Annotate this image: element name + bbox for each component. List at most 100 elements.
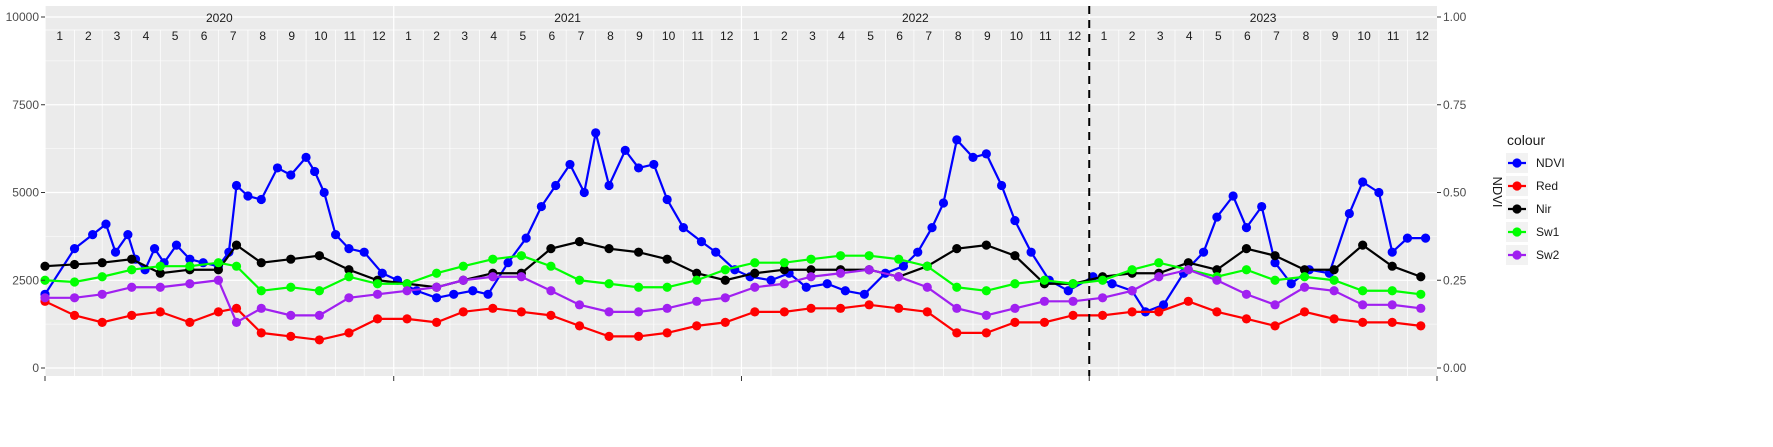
data-point <box>1329 286 1339 296</box>
data-point <box>231 261 242 271</box>
data-point <box>996 180 1007 191</box>
month-label: 12 <box>1068 29 1082 43</box>
legend-label: NDVI <box>1536 156 1565 170</box>
data-point <box>864 251 874 261</box>
data-point <box>662 282 672 292</box>
data-point <box>574 321 585 331</box>
data-point <box>155 261 165 271</box>
data-point <box>431 282 442 292</box>
data-point <box>231 303 242 313</box>
data-point <box>185 279 195 289</box>
data-point <box>431 268 442 278</box>
data-point <box>256 194 266 205</box>
y-right-tick-label: 0.75 <box>1443 98 1467 112</box>
data-point <box>402 314 412 324</box>
data-point <box>835 268 846 278</box>
legend-key-point <box>1512 158 1522 168</box>
data-point <box>1154 258 1164 268</box>
year-label: 2022 <box>902 11 929 25</box>
data-point <box>1039 296 1050 306</box>
month-label: 5 <box>519 29 526 43</box>
data-point <box>344 272 354 282</box>
data-point <box>1299 265 1310 275</box>
data-point <box>1212 212 1222 222</box>
data-point <box>458 261 468 271</box>
data-point <box>155 282 165 292</box>
data-point <box>301 152 311 162</box>
data-point <box>894 272 904 282</box>
legend-key-point <box>1512 204 1522 214</box>
legend-title: colour <box>1507 132 1545 148</box>
month-label: 1 <box>405 29 412 43</box>
data-point <box>913 247 923 257</box>
data-point <box>604 279 614 289</box>
data-point <box>1010 279 1020 289</box>
data-point <box>692 296 702 306</box>
data-point <box>952 303 962 313</box>
data-point <box>359 247 369 257</box>
month-label: 2 <box>1129 29 1136 43</box>
month-label: 6 <box>549 29 556 43</box>
data-point <box>692 275 702 285</box>
series-layer <box>40 128 1431 345</box>
month-label: 9 <box>288 29 295 43</box>
y-left-tick-label: 10000 <box>6 10 40 24</box>
month-label: 11 <box>1039 29 1052 43</box>
data-point <box>574 300 585 310</box>
data-point <box>806 303 816 313</box>
data-point <box>127 254 137 264</box>
data-point <box>952 282 962 292</box>
data-point <box>938 198 949 208</box>
data-point <box>1270 275 1280 285</box>
year-label: 2021 <box>554 11 581 25</box>
data-point <box>40 293 50 303</box>
data-point <box>1127 265 1137 275</box>
legend-item: Sw1 <box>1506 222 1560 242</box>
data-point <box>155 307 165 317</box>
data-point <box>243 191 253 201</box>
data-point <box>97 272 107 282</box>
month-label: 7 <box>1273 29 1280 43</box>
data-point <box>711 247 721 257</box>
data-point <box>468 286 478 296</box>
data-point <box>1387 317 1397 327</box>
data-point <box>69 244 80 254</box>
data-point <box>750 307 760 317</box>
data-point <box>546 310 556 320</box>
data-point <box>256 286 266 296</box>
data-point <box>344 244 354 254</box>
data-point <box>1299 272 1310 282</box>
data-point <box>88 230 98 240</box>
data-point <box>1107 279 1117 289</box>
data-point <box>516 251 526 261</box>
data-point <box>127 282 137 292</box>
month-label: 7 <box>925 29 932 43</box>
data-point <box>720 265 730 275</box>
data-point <box>801 282 811 292</box>
data-point <box>344 265 354 275</box>
data-point <box>344 293 354 303</box>
data-point <box>310 166 320 177</box>
data-point <box>1228 191 1238 201</box>
data-point <box>1068 310 1078 320</box>
data-point <box>822 279 832 289</box>
data-point <box>1063 286 1073 296</box>
x-axis-bottom <box>44 376 1438 381</box>
data-point <box>40 261 50 271</box>
series-red <box>40 296 1426 345</box>
data-point <box>750 282 760 292</box>
data-point <box>1416 289 1426 299</box>
data-point <box>662 328 672 338</box>
data-point <box>1097 310 1108 320</box>
data-point <box>1212 275 1222 285</box>
month-label: 7 <box>578 29 585 43</box>
data-point <box>604 244 614 254</box>
legend-key-point <box>1512 250 1522 260</box>
legend-key-point <box>1512 227 1522 237</box>
y-right-tick-label: 0.00 <box>1443 361 1467 375</box>
legend-label: Red <box>1536 179 1558 193</box>
data-point <box>231 180 242 191</box>
data-point <box>69 293 80 303</box>
data-point <box>840 286 850 296</box>
data-point <box>123 230 133 240</box>
